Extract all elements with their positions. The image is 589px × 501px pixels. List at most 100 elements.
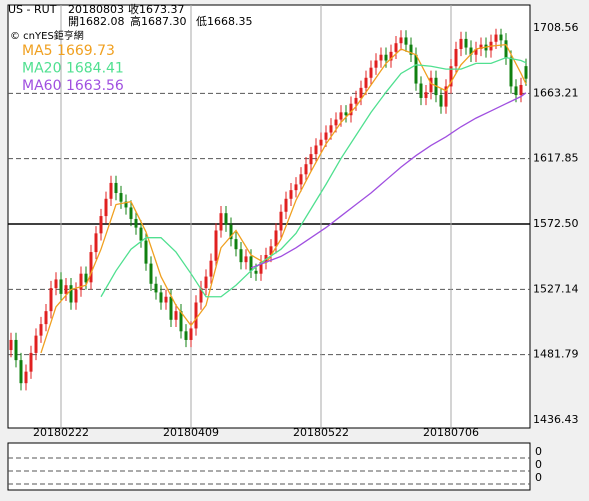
candle-body <box>19 360 23 384</box>
candle-body <box>349 103 353 116</box>
candle-body <box>119 193 123 202</box>
legend-entry: MA20 1684.41 <box>22 61 124 77</box>
legend-entry: MA60 1663.56 <box>22 78 124 94</box>
candle-body <box>104 198 108 217</box>
candle-body <box>129 207 133 219</box>
candle-body <box>159 292 163 303</box>
ma-line <box>250 92 527 269</box>
candle-body <box>209 260 213 277</box>
candle-body <box>309 154 313 165</box>
candle-body <box>174 311 178 320</box>
ma-line <box>40 43 527 354</box>
candle-body <box>64 285 68 294</box>
candle-body <box>364 77 368 88</box>
candle-body <box>184 331 188 340</box>
x-tick-label: 20180522 <box>293 426 349 439</box>
y-tick-label: 1617.85 <box>533 152 579 165</box>
candle-body <box>24 371 28 384</box>
candle-body <box>99 216 103 234</box>
candle-body <box>479 44 483 49</box>
close-label: 收1673.37 <box>128 2 185 16</box>
candle-body <box>154 283 158 293</box>
legend-value: 1684.41 <box>66 61 124 77</box>
candle-body <box>524 66 528 79</box>
candle-body <box>229 224 233 240</box>
candle-body <box>79 273 83 290</box>
candle-body <box>514 86 518 96</box>
candle-body <box>314 145 318 155</box>
candle-body <box>29 352 33 372</box>
candle-body <box>419 83 423 98</box>
legend-name: MA20 <box>22 61 61 77</box>
main-panel <box>7 4 531 429</box>
high-label: 高1687.30 <box>130 14 187 28</box>
candle-body <box>259 262 263 274</box>
candle-body <box>49 288 53 312</box>
candle-body <box>89 252 93 283</box>
candle-body <box>124 201 128 208</box>
candle-body <box>329 125 333 133</box>
candle-body <box>319 139 323 146</box>
symbol: US - RUT <box>8 3 57 16</box>
legend-name: MA5 <box>22 43 53 59</box>
candle-body <box>519 84 523 96</box>
candle-body <box>59 279 63 294</box>
legend-name: MA60 <box>22 78 61 94</box>
candle-body <box>149 263 153 284</box>
x-tick-label: 20180222 <box>33 426 89 439</box>
y-tick-label: 1663.21 <box>533 86 579 99</box>
candle-body <box>404 37 408 45</box>
candle-body <box>199 288 203 303</box>
candle-body <box>284 198 288 212</box>
candle-body <box>269 246 273 255</box>
candle-body <box>354 97 358 104</box>
candle-body <box>409 44 413 55</box>
candle-body <box>334 119 338 126</box>
candle-body <box>414 54 418 84</box>
candle-body <box>244 256 248 263</box>
candle-body <box>254 270 258 274</box>
lower-tick-label: 0 <box>535 445 542 458</box>
low-label: 低1668.35 <box>196 15 253 28</box>
candle-body <box>439 95 443 107</box>
ma-line <box>100 56 527 298</box>
candle-body <box>114 182 118 194</box>
candle-body <box>389 51 393 61</box>
watermark: © cnYES鉅亨網 <box>10 29 84 42</box>
date: 20180803 <box>68 3 124 16</box>
candle-body <box>424 92 428 98</box>
y-tick-label: 1527.14 <box>533 282 579 295</box>
candle-body <box>344 112 348 116</box>
candle-body <box>339 112 343 120</box>
candle-body <box>449 66 453 87</box>
candle-body <box>219 213 223 231</box>
candle-body <box>379 54 383 61</box>
candle-body <box>369 67 373 78</box>
candle-body <box>374 60 378 68</box>
x-tick-label: 20180706 <box>423 426 479 439</box>
candle-body <box>224 213 228 225</box>
candle-body <box>294 184 298 191</box>
candle-body <box>179 311 183 332</box>
candle-body <box>214 230 218 261</box>
candle-body <box>34 335 38 353</box>
open-label: 開1682.08 <box>68 15 125 28</box>
candle-body <box>249 256 253 271</box>
candle-body <box>194 302 198 329</box>
lower-tick-label: 0 <box>535 471 542 484</box>
candle-body <box>299 174 303 185</box>
candle-body <box>499 34 503 41</box>
y-tick-label: 1708.56 <box>533 21 579 34</box>
candle-body <box>54 279 58 289</box>
candle-body <box>164 296 168 303</box>
candle-body <box>14 339 18 361</box>
candle-body <box>469 47 473 55</box>
candle-body <box>394 43 398 52</box>
candle-body <box>384 54 388 61</box>
candle-body <box>74 289 78 303</box>
candle-body <box>109 182 113 199</box>
candle-body <box>474 48 478 55</box>
candle-body <box>69 285 73 303</box>
legend-entry: MA5 1669.73 <box>22 43 115 59</box>
